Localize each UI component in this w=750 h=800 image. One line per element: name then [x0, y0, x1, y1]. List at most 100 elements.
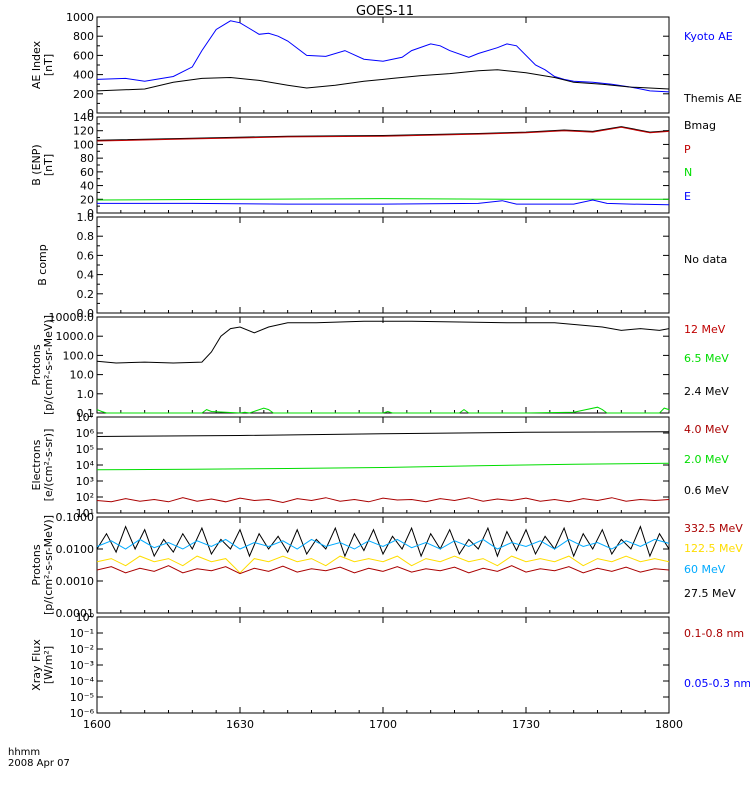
panel-protons_high: 0.1000 0.0100 0.0010 0.0001 Protons [p/(cm²-s…: [30, 511, 743, 620]
time-axis-label-top: hhmm: [8, 747, 40, 758]
y-tick-label: 80: [80, 152, 94, 165]
series-line-kyoto-ae: [96, 20, 670, 93]
y-tick-label: 800: [73, 30, 94, 43]
y-tick-label: 1.0: [77, 211, 95, 224]
legend-entry: 0.05-0.3 nm: [684, 677, 750, 690]
y-axis-label: B comp: [36, 244, 49, 286]
series-line-12-mev: [96, 320, 670, 364]
y-tick-label: 60: [80, 166, 94, 179]
y-axis-label: [nT]: [42, 154, 55, 176]
legend-entry: 2.4 MeV: [684, 385, 729, 398]
legend-entry: 4.0 MeV: [684, 423, 729, 436]
y-tick-label: 10000.0: [49, 311, 95, 324]
panel-xray: 10⁰ 10⁻¹ 10⁻² 10⁻³ 10⁻⁴ 10⁻⁵ 10⁻⁶ Xray Flux [W/m…: [30, 611, 750, 720]
legend-entry: Kyoto AE: [684, 30, 733, 43]
y-tick-label: 10⁰: [76, 611, 95, 624]
y-tick-label: 0.1: [77, 407, 95, 420]
y-tick-label: 600: [73, 49, 94, 62]
y-tick-label: 10⁻⁵: [70, 691, 94, 704]
y-tick-label: 0.0001: [56, 607, 95, 620]
series-line-2-0-mev: [96, 462, 670, 471]
y-axis-label: [p/(cm²-s-sr-MeV)]: [42, 515, 55, 615]
y-tick-label: 40: [80, 180, 94, 193]
panel-frame: [96, 616, 670, 714]
legend-entry: No data: [684, 253, 727, 266]
series-line-p: [96, 126, 670, 142]
legend-entry: 0.6 MeV: [684, 484, 729, 497]
y-axis-label: [W/m²]: [42, 646, 55, 684]
y-tick-label: 0.1000: [56, 511, 95, 524]
y-tick-label: 0.6: [77, 249, 95, 262]
panel-electrons: 10⁷ 10⁶ 10⁵ 10⁴ 10³ 10² 10¹ Electrons [e/(cm²-s-…: [30, 411, 729, 520]
time-axis-label-bottom: 2008 Apr 07: [8, 758, 70, 769]
y-axis-label: Protons: [30, 344, 43, 385]
panel-frame: [96, 516, 670, 614]
y-tick-label: 120: [73, 125, 94, 138]
y-axis-label: Protons: [30, 544, 43, 585]
legend-entry: N: [684, 166, 692, 179]
legend-entry: Bmag: [684, 119, 716, 132]
y-tick-label: 0: [87, 107, 94, 120]
y-tick-label: 100.0: [63, 349, 95, 362]
y-axis-label: AE Index: [30, 40, 43, 89]
y-tick-label: 0.0010: [56, 575, 95, 588]
series-line-bmag: [96, 126, 670, 141]
y-tick-label: 20: [80, 193, 94, 206]
y-axis-label: [p/(cm²-s-sr-MeV)]: [42, 315, 55, 415]
series-line-122-5-mev: [96, 555, 670, 574]
y-tick-label: 10⁵: [76, 443, 94, 456]
x-tick-label: 1630: [226, 718, 254, 731]
y-axis-label: Xray Flux: [30, 639, 43, 691]
legend-entry: 6.5 MeV: [684, 352, 729, 365]
y-tick-label: 10⁻¹: [70, 627, 94, 640]
panel-bcomp: 1.0 0.8 0.6 0.4 0.2 0.0 B comp No data: [36, 211, 727, 320]
y-tick-label: 0.4: [77, 269, 95, 282]
y-tick-label: 0.0: [77, 307, 95, 320]
legend-entry: E: [684, 190, 691, 203]
y-tick-label: 10⁻⁶: [70, 707, 95, 720]
y-tick-label: 100: [73, 138, 94, 151]
legend-entry: 60 MeV: [684, 563, 726, 576]
y-tick-label: 10⁻⁴: [70, 675, 95, 688]
series-line-themis-ae: [96, 69, 670, 92]
y-tick-label: 0.0100: [56, 543, 95, 556]
legend-entry: P: [684, 143, 691, 156]
legend-entry: 12 MeV: [684, 323, 726, 336]
panel-frame: [96, 16, 670, 114]
legend-entry: 122.5 MeV: [684, 542, 743, 555]
y-tick-label: 10⁻²: [70, 643, 94, 656]
y-tick-label: 400: [73, 69, 94, 82]
y-tick-label: 0.2: [77, 288, 95, 301]
y-tick-label: 10⁻³: [70, 659, 94, 672]
series-line-e: [97, 199, 670, 206]
y-tick-label: 1000.0: [56, 330, 95, 343]
y-tick-label: 10⁴: [76, 459, 95, 472]
legend-entry: Themis AE: [683, 92, 742, 105]
y-tick-label: 1.0: [77, 388, 95, 401]
series-line-60-mev: [96, 538, 670, 550]
series-line-27-5-mev: [96, 565, 670, 575]
legend-entry: 332.5 MeV: [684, 522, 743, 535]
y-axis-label: [e/(cm²-s-sr)]: [42, 429, 55, 502]
series-line-6-5-mev: [96, 406, 670, 414]
y-axis-label: Electrons: [30, 439, 43, 490]
x-tick-label: 1700: [369, 718, 397, 731]
y-tick-label: 140: [73, 111, 94, 124]
panel-protons_low: 10000.0 1000.0 100.0 10.0 1.0 0.1 Protons [p/(c…: [30, 311, 729, 420]
series-line-4-0-mev: [96, 431, 670, 437]
y-tick-label: 10³: [76, 475, 94, 488]
panel-ae: 1000 800 600 400 200 0 AE Index [nT] Kyoto AE The…: [30, 11, 742, 120]
y-tick-label: 10⁷: [76, 411, 94, 424]
x-tick-label: 1600: [83, 718, 111, 731]
y-tick-label: 10¹: [76, 507, 94, 520]
y-tick-label: 0.8: [77, 230, 95, 243]
y-tick-label: 0: [87, 207, 94, 220]
legend-entry: 0.1-0.8 nm: [684, 627, 744, 640]
series-line-332-5-mev: [96, 525, 670, 558]
panel-frame: [96, 216, 670, 314]
chart-title: GOES-11: [356, 4, 414, 19]
panel-frame: [96, 316, 670, 414]
